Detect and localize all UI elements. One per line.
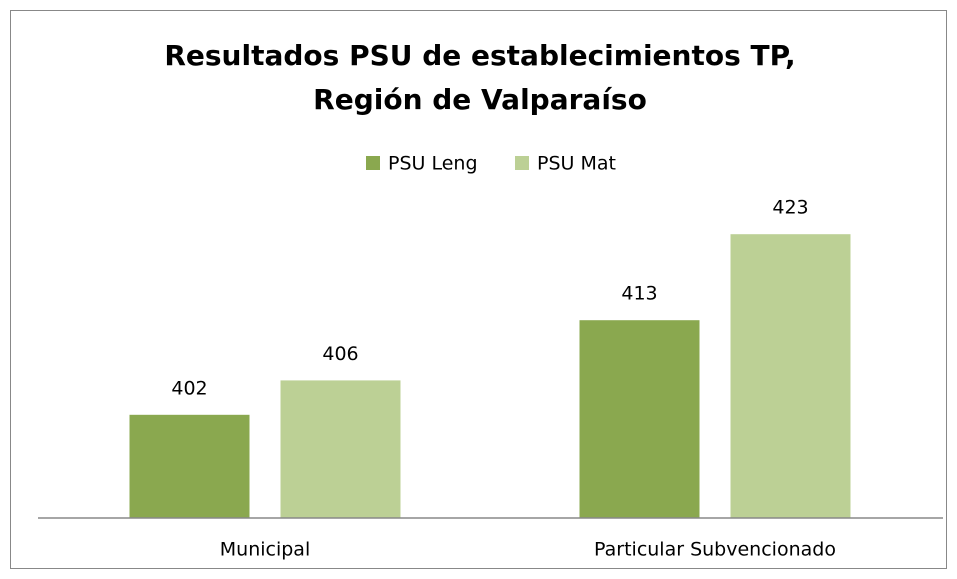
legend-swatch xyxy=(366,156,380,170)
legend-swatch xyxy=(515,156,529,170)
legend-label: PSU Mat xyxy=(537,153,616,175)
bar xyxy=(579,320,700,518)
chart-title: Región de Valparaíso xyxy=(313,83,647,116)
x-tick-label: Municipal xyxy=(220,539,310,561)
bar xyxy=(730,234,851,518)
chart-title: Resultados PSU de establecimientos TP, xyxy=(164,39,795,72)
data-label: 406 xyxy=(322,343,358,365)
bar xyxy=(129,414,250,518)
bar xyxy=(280,380,401,518)
data-label: 402 xyxy=(171,377,207,399)
legend-label: PSU Leng xyxy=(388,153,478,175)
data-label: 413 xyxy=(621,283,657,305)
x-tick-label: Particular Subvencionado xyxy=(594,539,836,561)
data-label: 423 xyxy=(772,197,808,219)
